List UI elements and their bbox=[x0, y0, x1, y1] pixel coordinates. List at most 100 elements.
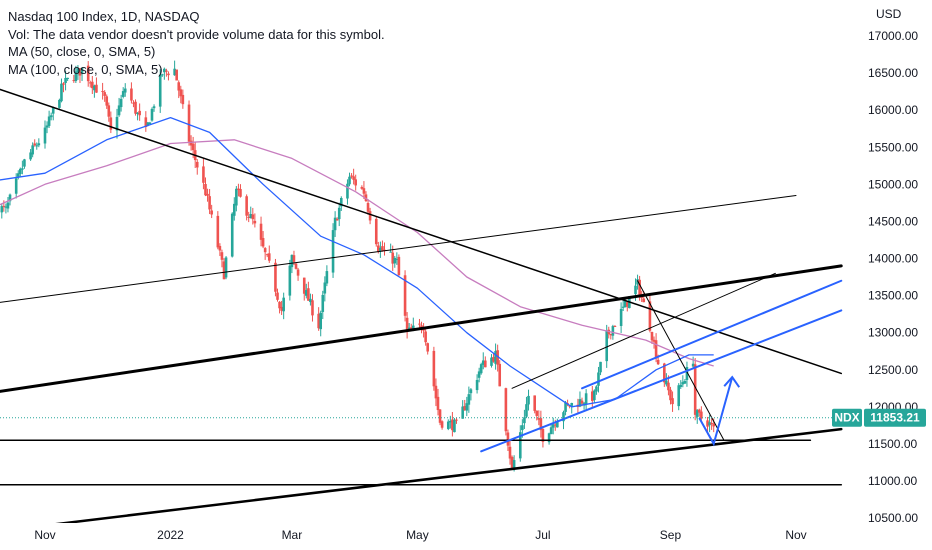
candle-body[interactable] bbox=[364, 194, 368, 202]
candle-body[interactable] bbox=[453, 419, 456, 433]
candle-body[interactable] bbox=[422, 329, 425, 331]
candle-body[interactable] bbox=[253, 220, 257, 224]
candle-body[interactable] bbox=[202, 166, 205, 183]
candle-body[interactable] bbox=[535, 410, 539, 416]
candle-body[interactable] bbox=[469, 389, 473, 394]
thick-channel-bottom[interactable] bbox=[43, 427, 843, 527]
candle-body[interactable] bbox=[518, 432, 522, 459]
blue-channel-upper[interactable] bbox=[581, 279, 843, 390]
candle-body[interactable] bbox=[611, 326, 615, 336]
candle-body[interactable] bbox=[152, 106, 156, 109]
candle-body[interactable] bbox=[189, 140, 193, 146]
candle-body[interactable] bbox=[541, 428, 545, 442]
candle-body[interactable] bbox=[477, 371, 481, 378]
candle-body[interactable] bbox=[706, 420, 709, 427]
candle-body[interactable] bbox=[621, 306, 625, 308]
candle-body[interactable] bbox=[144, 117, 148, 127]
candle-body[interactable] bbox=[352, 176, 355, 180]
candle-body[interactable] bbox=[323, 282, 327, 294]
candle-body[interactable] bbox=[276, 292, 279, 300]
candle-body[interactable] bbox=[239, 189, 242, 197]
candle-body[interactable] bbox=[165, 70, 168, 72]
candle-body[interactable] bbox=[623, 300, 627, 308]
candle-body[interactable] bbox=[109, 117, 113, 130]
candle-body[interactable] bbox=[265, 254, 269, 256]
candle-body[interactable] bbox=[21, 168, 24, 170]
candle-body[interactable] bbox=[508, 446, 512, 459]
candle-body[interactable] bbox=[539, 418, 543, 431]
candle-body[interactable] bbox=[278, 301, 281, 309]
candle-body[interactable] bbox=[553, 424, 557, 426]
candle-body[interactable] bbox=[348, 176, 351, 185]
candle-body[interactable] bbox=[521, 425, 524, 431]
candle-body[interactable] bbox=[80, 67, 84, 74]
candle-body[interactable] bbox=[138, 110, 141, 116]
candle-body[interactable] bbox=[19, 168, 22, 175]
time-axis[interactable] bbox=[0, 523, 932, 550]
candle-body[interactable] bbox=[307, 288, 310, 301]
candle-body[interactable] bbox=[64, 77, 67, 83]
candle-body[interactable] bbox=[510, 456, 514, 468]
candle-body[interactable] bbox=[498, 363, 502, 387]
candle-body[interactable] bbox=[206, 193, 209, 196]
candle-body[interactable] bbox=[49, 115, 53, 118]
candle-body[interactable] bbox=[650, 331, 654, 341]
candle-body[interactable] bbox=[549, 427, 553, 435]
candle-body[interactable] bbox=[391, 252, 395, 264]
candle-body[interactable] bbox=[683, 381, 687, 384]
candle-body[interactable] bbox=[667, 382, 670, 391]
ma-100-line[interactable] bbox=[0, 139, 714, 367]
candle-body[interactable] bbox=[434, 385, 438, 399]
candle-body[interactable] bbox=[496, 350, 499, 365]
candle-body[interactable] bbox=[597, 372, 600, 386]
thin-rising-channel[interactable] bbox=[511, 272, 776, 389]
candle-body[interactable] bbox=[8, 194, 12, 202]
candle-body[interactable] bbox=[381, 246, 384, 251]
candle-body[interactable] bbox=[494, 350, 497, 364]
candle-body[interactable] bbox=[605, 330, 609, 362]
candle-body[interactable] bbox=[249, 213, 253, 219]
candle-body[interactable] bbox=[710, 422, 713, 424]
candle-body[interactable] bbox=[91, 81, 94, 89]
candle-body[interactable] bbox=[432, 350, 436, 387]
thick-channel-top[interactable] bbox=[0, 264, 843, 393]
candle-body[interactable] bbox=[103, 92, 106, 96]
candle-body[interactable] bbox=[438, 409, 442, 423]
price-axis[interactable] bbox=[858, 0, 932, 550]
candle-body[interactable] bbox=[317, 313, 320, 329]
candle-body[interactable] bbox=[693, 364, 697, 415]
candle-body[interactable] bbox=[107, 105, 111, 117]
candle-body[interactable] bbox=[173, 68, 176, 76]
candle-body[interactable] bbox=[449, 420, 452, 423]
candle-body[interactable] bbox=[642, 298, 646, 303]
candle-body[interactable] bbox=[35, 145, 39, 147]
candle-body[interactable] bbox=[148, 122, 152, 125]
candle-body[interactable] bbox=[47, 116, 51, 126]
candle-body[interactable] bbox=[584, 393, 588, 405]
candle-body[interactable] bbox=[708, 422, 711, 426]
candle-body[interactable] bbox=[337, 207, 341, 220]
candle-body[interactable] bbox=[679, 384, 683, 387]
candle-body[interactable] bbox=[331, 230, 335, 273]
candle-body[interactable] bbox=[235, 188, 238, 206]
candle-body[interactable] bbox=[230, 213, 234, 257]
candle-body[interactable] bbox=[547, 433, 551, 443]
candle-body[interactable] bbox=[599, 361, 602, 373]
candle-body[interactable] bbox=[237, 188, 240, 191]
candle-body[interactable] bbox=[288, 265, 292, 296]
candle-body[interactable] bbox=[580, 400, 584, 404]
candle-body[interactable] bbox=[407, 327, 411, 330]
steep-decline-line[interactable] bbox=[637, 280, 725, 441]
candle-body[interactable] bbox=[175, 69, 178, 81]
candle-body[interactable] bbox=[16, 173, 20, 177]
candle-body[interactable] bbox=[669, 389, 672, 401]
candle-body[interactable] bbox=[492, 356, 495, 362]
upper-support-line[interactable] bbox=[0, 194, 797, 303]
candle-body[interactable] bbox=[570, 402, 574, 406]
candle-body[interactable] bbox=[72, 80, 76, 82]
candle-body[interactable] bbox=[405, 317, 409, 331]
candle-body[interactable] bbox=[475, 379, 479, 391]
candle-body[interactable] bbox=[119, 98, 123, 108]
candle-body[interactable] bbox=[638, 279, 641, 297]
